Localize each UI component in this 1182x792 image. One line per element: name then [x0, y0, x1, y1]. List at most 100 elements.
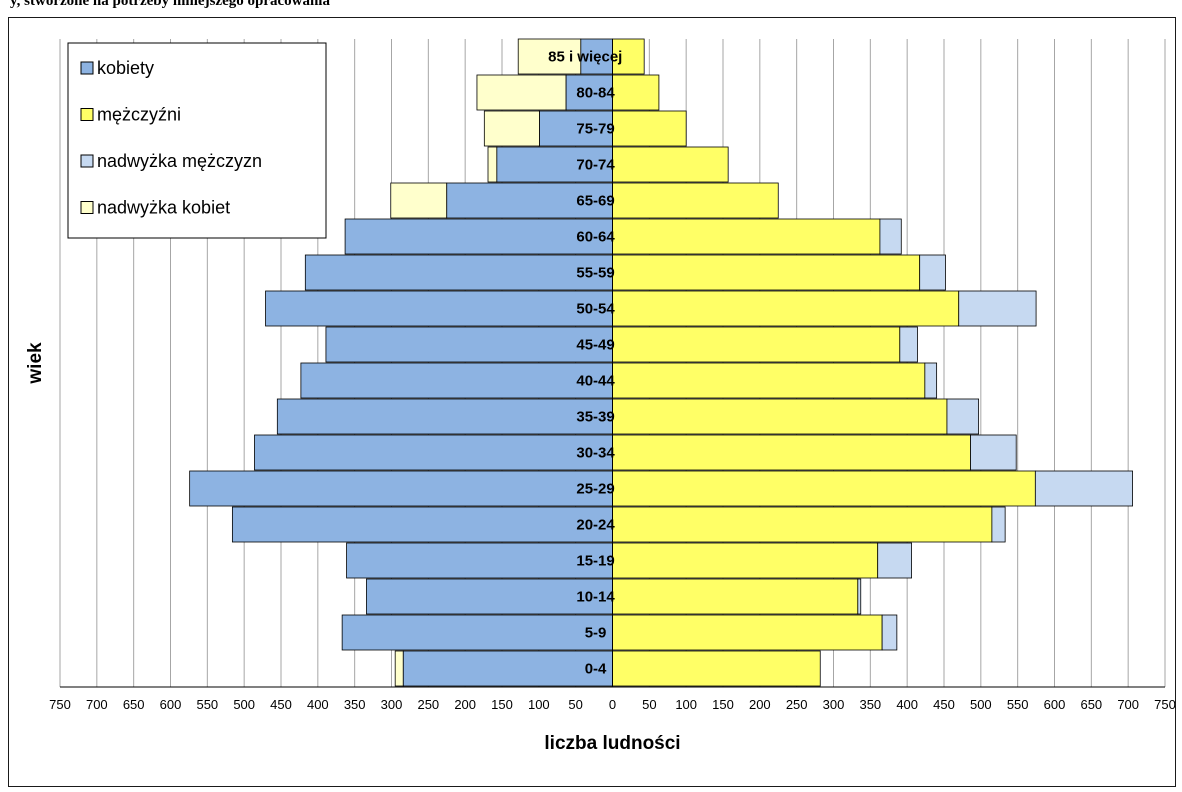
bar-mezczyzni [612, 362, 926, 399]
bar-kobiety [346, 542, 613, 579]
x-tick-label: 550 [1007, 697, 1029, 712]
x-tick-label: 500 [970, 697, 992, 712]
bar-mezczyzni [612, 434, 971, 471]
legend-swatch [80, 61, 94, 75]
bar-nadwyzka-kobiet [483, 110, 540, 147]
category-label: 60-64 [576, 229, 615, 246]
population-pyramid-chart: 0-4 5-9 10-14 15-19 20-24 25-29 30-34 35-39 40-4… [25, 38, 1175, 754]
legend-label: kobiety [97, 58, 154, 78]
x-tick-label: 50 [642, 697, 656, 712]
bar-mezczyzni [612, 110, 687, 147]
bar-nadwyzka-mezczyzn [970, 434, 1017, 471]
bar-kobiety [189, 470, 613, 507]
bar-kobiety [276, 398, 613, 435]
x-tick-label: 450 [933, 697, 955, 712]
category-label: 10-14 [576, 589, 615, 606]
bar-kobiety [231, 506, 613, 543]
bar-nadwyzka-mezczyzn [1034, 470, 1133, 507]
x-tick-label: 400 [896, 697, 918, 712]
x-tick-label: 750 [1154, 697, 1175, 712]
bar-nadwyzka-mezczyzn [991, 506, 1006, 543]
bar-nadwyzka-mezczyzn [919, 254, 946, 291]
bar-mezczyzni [612, 146, 729, 183]
bar-kobiety [496, 146, 613, 183]
category-label: 50-54 [576, 301, 615, 318]
x-tick-label: 600 [1044, 697, 1066, 712]
x-axis-title: liczba ludności [544, 733, 680, 754]
legend-label: nadwyżka mężczyzn [97, 151, 262, 171]
legend-label: nadwyżka kobiet [97, 198, 230, 218]
category-label: 0-4 [585, 661, 607, 678]
bar-nadwyzka-kobiet [487, 146, 498, 183]
category-label: 80-84 [576, 85, 615, 102]
x-tick-label: 500 [233, 697, 255, 712]
bar-kobiety [366, 578, 613, 615]
x-tick-label: 150 [712, 697, 734, 712]
x-tick-label: 100 [528, 697, 550, 712]
bar-kobiety [304, 254, 613, 291]
bar-mezczyzni [612, 254, 921, 291]
bar-mezczyzni [612, 74, 660, 111]
bar-kobiety [254, 434, 613, 471]
bar-nadwyzka-mezczyzn [857, 578, 862, 615]
x-tick-label: 450 [270, 697, 292, 712]
x-tick-label: 550 [196, 697, 218, 712]
category-label: 25-29 [576, 481, 614, 498]
bar-mezczyzni [612, 578, 859, 615]
x-tick-label: 250 [786, 697, 808, 712]
x-tick-label: 650 [123, 697, 145, 712]
bar-kobiety [344, 218, 613, 255]
bar-nadwyzka-kobiet [476, 74, 567, 111]
category-label: 45-49 [576, 337, 614, 354]
bar-mezczyzni [612, 290, 960, 327]
x-tick-label: 700 [86, 697, 108, 712]
chart-frame: 0-4 5-9 10-14 15-19 20-24 25-29 30-34 35-39 40-4… [8, 17, 1176, 787]
x-tick-label: 700 [1117, 697, 1139, 712]
category-label: 20-24 [576, 517, 615, 534]
bar-kobiety [300, 362, 613, 399]
bar-nadwyzka-mezczyzn [924, 362, 938, 399]
legend-swatch [80, 154, 94, 168]
bar-mezczyzni [612, 38, 645, 75]
x-tick-label: 50 [568, 697, 582, 712]
bar-mezczyzni [612, 614, 883, 651]
bar-nadwyzka-kobiet [390, 182, 448, 219]
bar-nadwyzka-mezczyzn [879, 218, 902, 255]
x-tick-label: 200 [454, 697, 476, 712]
bar-kobiety [580, 38, 613, 75]
legend-swatch [80, 201, 94, 214]
category-label: 75-79 [576, 121, 614, 138]
category-label: 70-74 [576, 157, 615, 174]
x-tick-label: 200 [749, 697, 771, 712]
category-label: 30-34 [576, 445, 615, 462]
bar-mezczyzni [612, 506, 993, 543]
legend-swatch [80, 108, 94, 121]
bar-nadwyzka-mezczyzn [881, 614, 898, 651]
x-tick-label: 650 [1080, 697, 1102, 712]
category-label: 55-59 [576, 265, 614, 282]
bar-mezczyzni [612, 398, 948, 435]
x-tick-label: 100 [675, 697, 697, 712]
bar-mezczyzni [612, 326, 901, 363]
category-label: 5-9 [585, 625, 607, 642]
category-label: 40-44 [576, 373, 615, 390]
x-tick-label: 300 [381, 697, 403, 712]
bar-mezczyzni [612, 182, 779, 219]
bar-nadwyzka-mezczyzn [899, 326, 918, 363]
bar-nadwyzka-mezczyzn [946, 398, 980, 435]
x-tick-label: 300 [823, 697, 845, 712]
legend-box [67, 42, 327, 239]
x-tick-label: 0 [609, 697, 616, 712]
bar-kobiety [402, 650, 613, 687]
category-label: 65-69 [576, 193, 614, 210]
bar-mezczyzni [612, 650, 821, 687]
bar-kobiety [325, 326, 613, 363]
x-tick-label: 250 [417, 697, 439, 712]
x-tick-label: 400 [307, 697, 329, 712]
category-label: 35-39 [576, 409, 614, 426]
category-label: 15-19 [576, 553, 614, 570]
x-tick-label: 600 [160, 697, 182, 712]
x-tick-label: 350 [344, 697, 366, 712]
legend-label: mężczyźni [97, 105, 181, 125]
bar-mezczyzni [612, 470, 1036, 507]
